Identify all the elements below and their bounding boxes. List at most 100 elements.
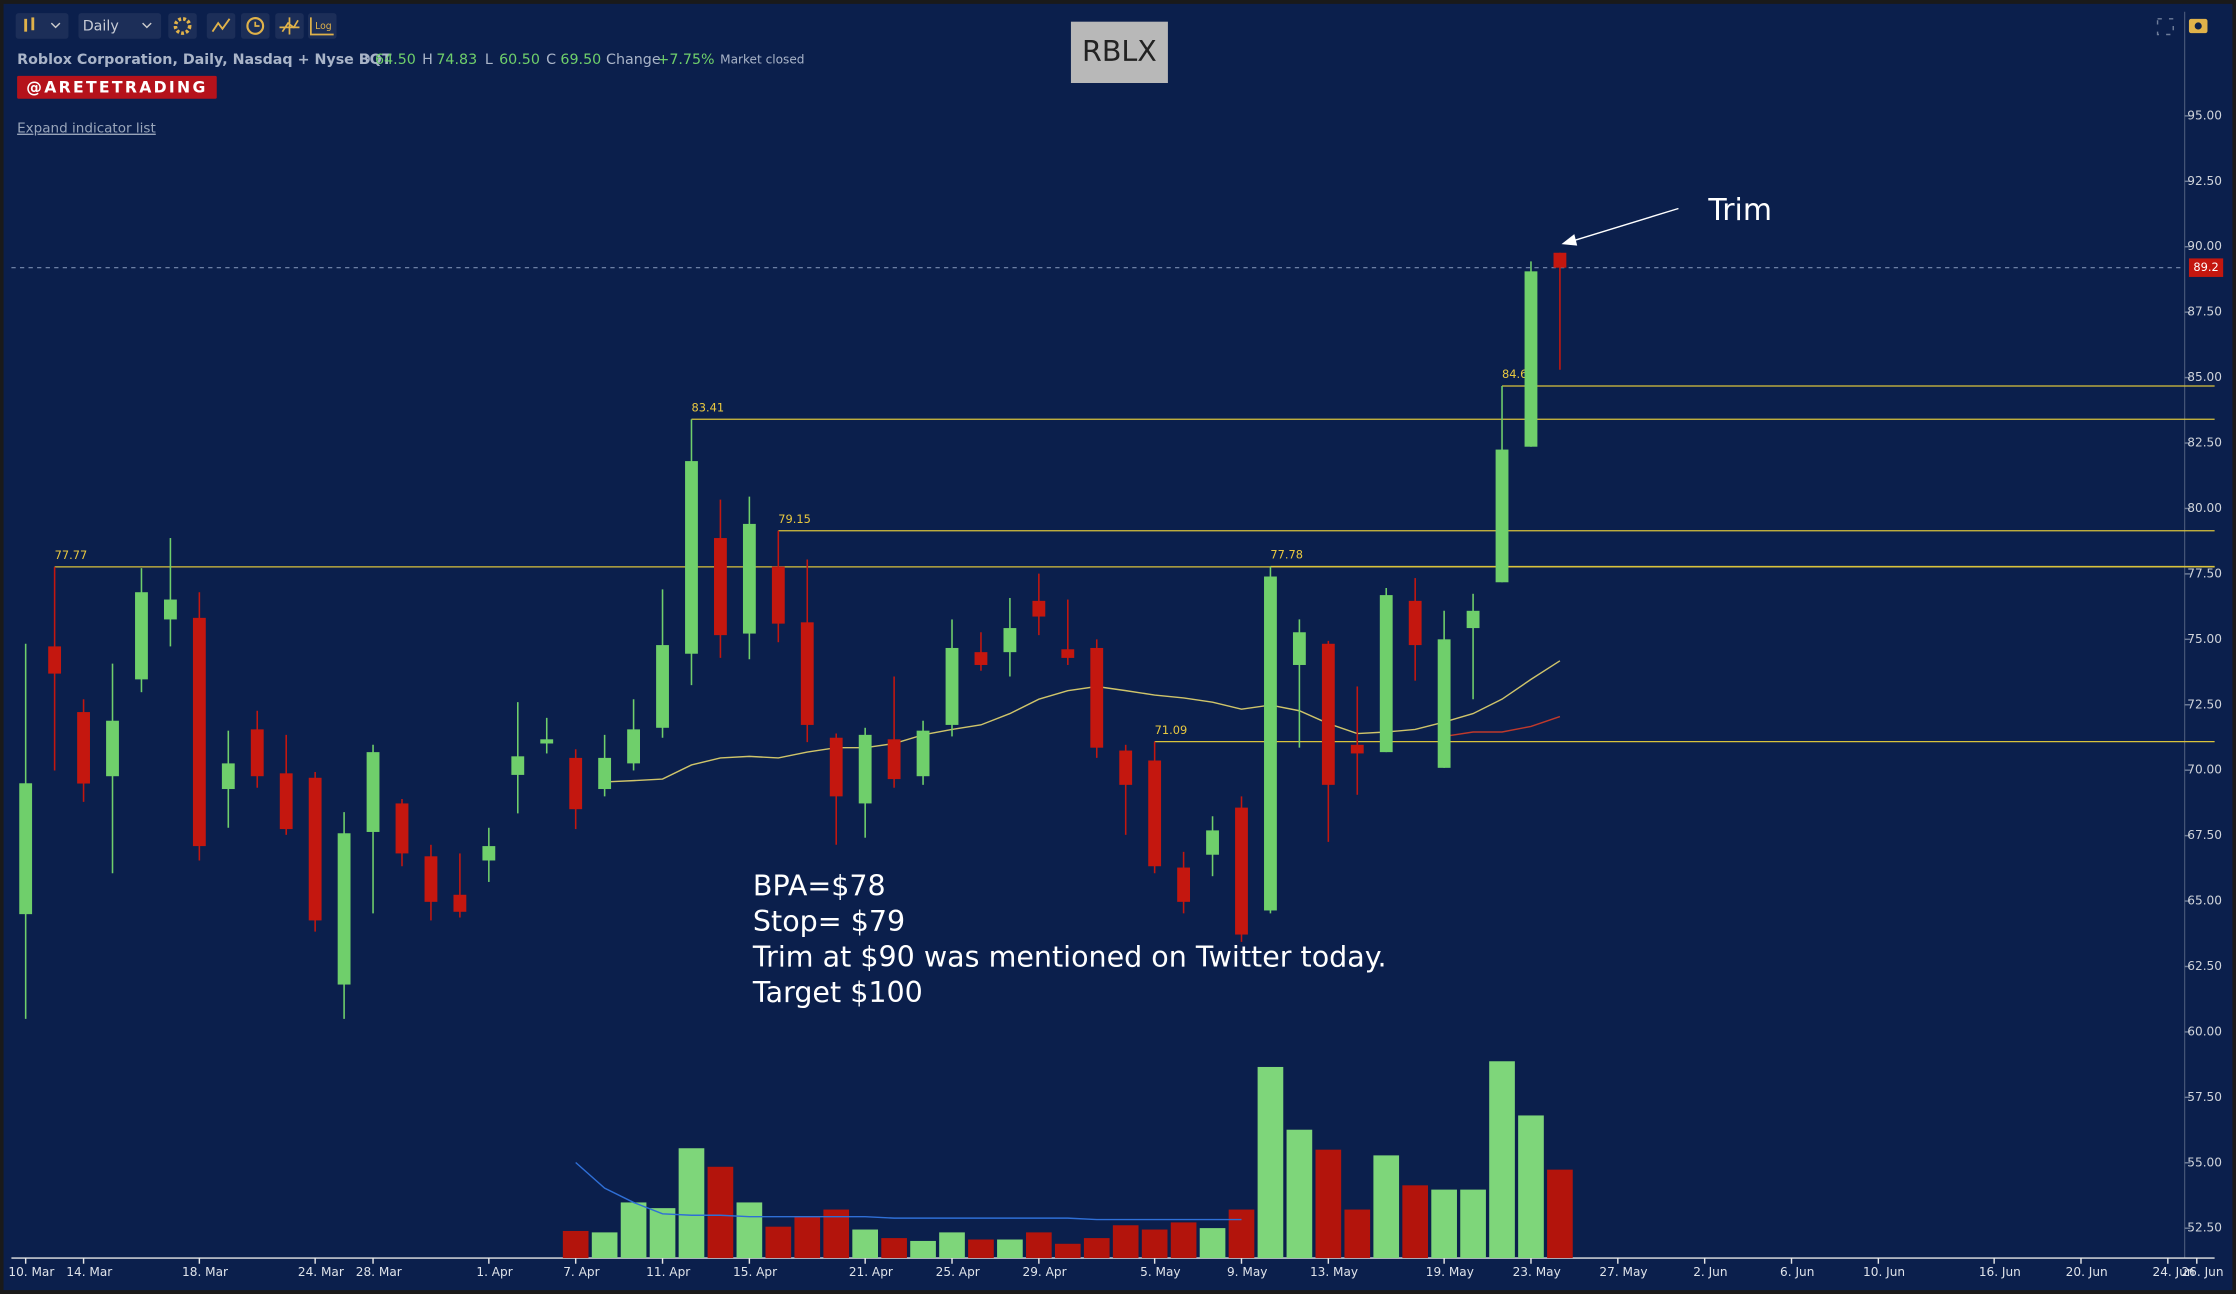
x-tick-label: 10. Mar — [8, 1265, 54, 1279]
chart-type-button[interactable] — [15, 13, 69, 39]
last-price-badge — [2188, 258, 2224, 277]
candle-body — [800, 622, 814, 725]
candle-body — [714, 538, 727, 636]
volume-bar — [939, 1232, 965, 1259]
icon — [31, 17, 35, 31]
watermark-badge — [17, 75, 217, 99]
plot-area: 52.50 55.00 57.50 60.00 62.50 65.00 67.50 70.00… — [8, 108, 2223, 1278]
chart-title: RBLX — [1082, 35, 1157, 68]
y-tick-label: 65.00 — [2187, 894, 2222, 908]
x-tick-label: 27. May — [1599, 1265, 1647, 1279]
candle-body — [48, 646, 62, 674]
interval-dropdown[interactable] — [78, 13, 162, 39]
x-tick-label: 28. Mar — [356, 1265, 402, 1279]
volume-bar — [1026, 1232, 1052, 1259]
log-button[interactable] — [308, 13, 337, 39]
candle-body — [192, 617, 206, 847]
x-tick-label: 19. May — [1426, 1265, 1474, 1279]
x-tick-label: 7. Apr — [563, 1265, 599, 1279]
volume-bar — [678, 1148, 705, 1259]
stat-key: H — [422, 52, 433, 68]
change-key: Change — [606, 52, 661, 68]
stat-key: L — [485, 52, 493, 68]
icon — [2194, 22, 2202, 30]
volume-bar — [1257, 1066, 1284, 1259]
candle-body — [569, 757, 583, 810]
candle-body — [858, 734, 872, 804]
candle-body — [163, 599, 177, 620]
candle-body — [1408, 600, 1422, 646]
candle-body — [395, 803, 409, 854]
icon — [173, 17, 192, 35]
y-tick-label: 80.00 — [2187, 501, 2222, 515]
candle-body — [887, 739, 901, 780]
volume-bar — [1315, 1149, 1342, 1259]
candle-body — [916, 730, 930, 777]
volume-bar — [1431, 1189, 1457, 1259]
candle-body — [453, 894, 467, 912]
y-tick-label: 90.00 — [2187, 239, 2222, 253]
volume-bar — [1286, 1129, 1313, 1259]
candle-body — [366, 752, 380, 832]
volume-bar — [1083, 1238, 1110, 1259]
volume-bar — [736, 1202, 763, 1259]
settings-button[interactable] — [168, 13, 197, 39]
candle-body — [1466, 610, 1480, 629]
candle-body — [1350, 744, 1364, 754]
moving-average-line — [1444, 715, 1561, 738]
expand-indicator-link[interactable]: Expand indicator list — [17, 121, 156, 137]
icon — [246, 17, 265, 35]
level-label: 71.09 — [1155, 723, 1188, 737]
x-tick-label: 1. Apr — [476, 1265, 512, 1279]
x-tick-label: 24. Mar — [298, 1265, 344, 1279]
moving-average-line — [604, 660, 1561, 783]
icon — [279, 17, 300, 35]
level-label: 77.77 — [55, 548, 88, 562]
level-label: 83.41 — [691, 400, 724, 414]
y-tick-label: 52.50 — [2187, 1221, 2222, 1235]
arrow-head — [1561, 234, 1578, 246]
x-tick-label: 9. May — [1227, 1265, 1267, 1279]
volume-bar — [1402, 1185, 1429, 1259]
y-tick-label: 82.50 — [2187, 436, 2222, 450]
x-tick-label: 15. Apr — [733, 1265, 777, 1279]
candle-body — [1379, 595, 1393, 753]
volume-bar — [1547, 1169, 1573, 1259]
candle-body — [771, 566, 785, 624]
volume-bar — [707, 1166, 734, 1259]
volume-bar — [1373, 1155, 1400, 1259]
candle-body — [1321, 643, 1335, 785]
candle-body — [1235, 807, 1248, 935]
y-tick-label: 72.50 — [2187, 697, 2222, 711]
icon — [310, 17, 334, 36]
volume-bar — [881, 1238, 907, 1259]
volume-bar — [765, 1226, 792, 1259]
candle-body — [511, 756, 525, 775]
x-tick-label: 26. Jun — [2181, 1265, 2223, 1279]
candle-body — [337, 833, 351, 985]
level-label: 79.15 — [778, 512, 811, 526]
watermark: @ARETETRADING — [26, 78, 207, 97]
x-tick-label: 21. Apr — [849, 1265, 893, 1279]
candle-body — [1061, 649, 1075, 658]
candle-body — [945, 647, 959, 725]
volume-bar — [997, 1239, 1023, 1259]
x-tick-label: 11. Apr — [646, 1265, 690, 1279]
x-tick-label: 10. Jun — [1863, 1265, 1905, 1279]
candle-body — [106, 720, 119, 777]
note-line: Stop= $79 — [753, 905, 905, 938]
candle-body — [974, 652, 988, 665]
x-tick-label: 5. May — [1140, 1265, 1180, 1279]
candle-body — [77, 712, 90, 784]
y-tick-label: 62.50 — [2187, 959, 2222, 973]
candle-body — [685, 461, 698, 654]
candle-body — [829, 737, 843, 797]
fullscreen-button[interactable] — [2156, 18, 2174, 36]
y-tick-label: 55.00 — [2187, 1155, 2222, 1169]
volume-bar — [1112, 1225, 1139, 1259]
candle-body — [1292, 632, 1306, 665]
volume-bar — [1518, 1115, 1544, 1259]
icon — [142, 22, 152, 29]
stat-value: 69.50 — [560, 52, 601, 68]
